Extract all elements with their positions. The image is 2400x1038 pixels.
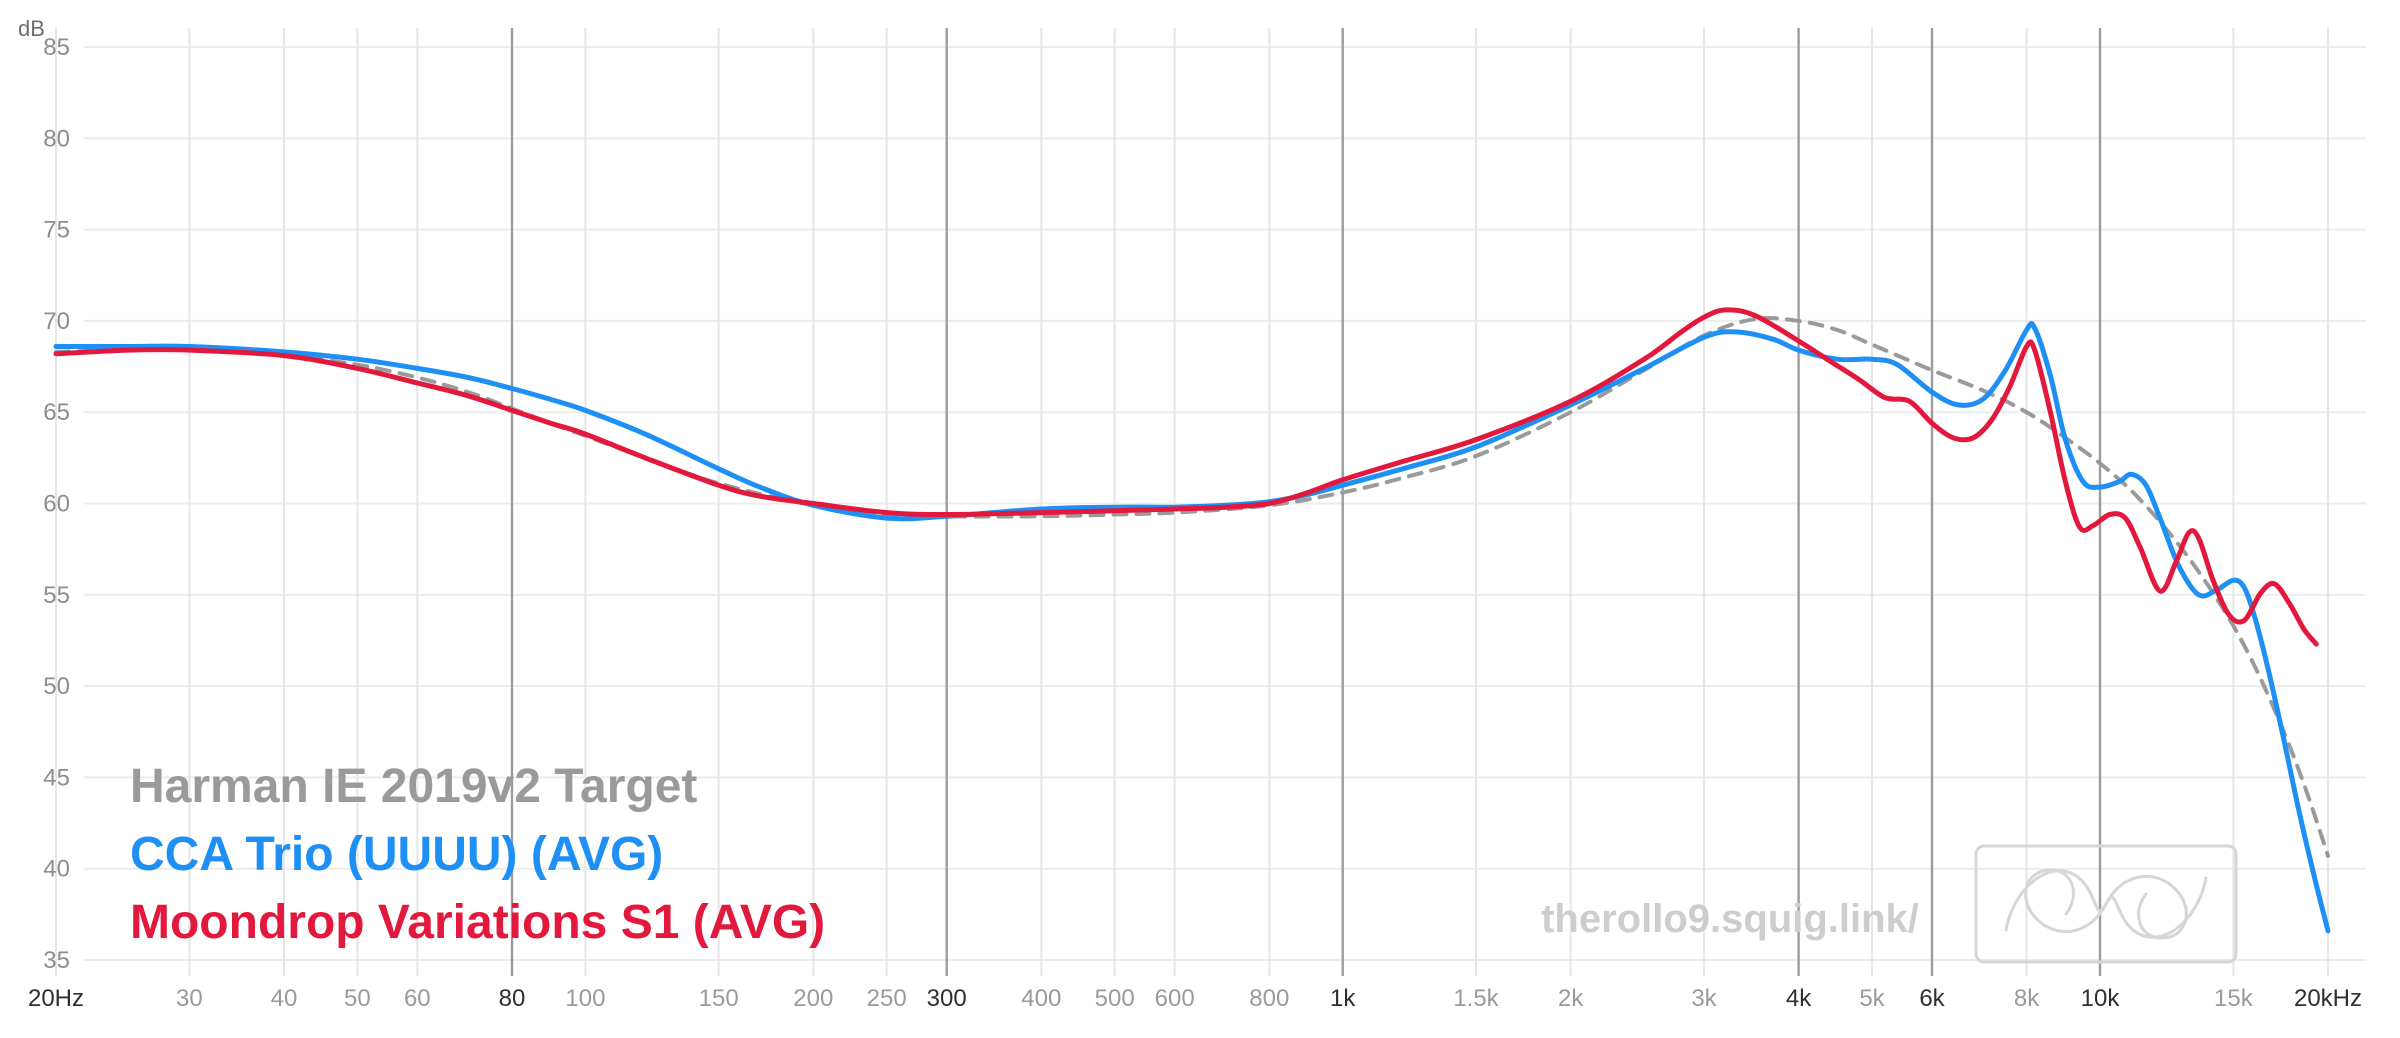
squiglink-logo <box>1974 844 2238 964</box>
legend-label-moondrop-variations-s1-avg[interactable]: Moondrop Variations S1 (AVG) <box>130 896 825 949</box>
x-tick-label: 300 <box>927 985 967 1012</box>
x-tick-label: 20Hz <box>28 985 84 1012</box>
x-tick-label: 800 <box>1249 985 1289 1012</box>
site-watermark: therollo9.squig.link/ <box>1541 897 1919 941</box>
y-tick-label: 85 <box>43 34 70 61</box>
y-tick-label: 60 <box>43 491 70 518</box>
y-axis-unit-label: dB <box>18 16 45 41</box>
curve-cca-trio-uuuu-avg <box>53 321 2331 934</box>
y-tick-label: 35 <box>43 947 70 974</box>
curve-layer <box>53 307 2331 934</box>
graph-legend: Harman IE 2019v2 Target CCA Trio (UUUU) (… <box>130 760 825 949</box>
y-tick-label: 75 <box>43 217 70 244</box>
x-tick-label: 6k <box>1919 985 1945 1012</box>
curve-moondrop-variations-s1-avg <box>53 307 2319 647</box>
y-tick-label: 45 <box>43 764 70 791</box>
y-tick-label: 70 <box>43 308 70 335</box>
y-tick-label: 50 <box>43 673 70 700</box>
x-tick-label: 80 <box>499 985 526 1012</box>
x-tick-label: 2k <box>1558 985 1584 1012</box>
x-axis-labels: 20Hz 30 40 50 60 80 100 150 200 250 300 400 500 600 80… <box>28 985 2362 1012</box>
x-tick-label: 60 <box>404 985 431 1012</box>
grid-layer <box>55 28 2366 976</box>
x-tick-label: 20kHz <box>2294 985 2362 1012</box>
x-tick-label: 500 <box>1095 985 1135 1012</box>
x-tick-label: 10k <box>2081 985 2121 1012</box>
x-tick-label: 1k <box>1330 985 1356 1012</box>
x-tick-label: 15k <box>2214 985 2254 1012</box>
x-tick-label: 50 <box>344 985 371 1012</box>
logo-knot-stroke-1 <box>2004 869 2188 940</box>
x-tick-label: 150 <box>699 985 739 1012</box>
y-tick-label: 40 <box>43 856 70 883</box>
legend-label-cca-trio-uuuu-avg[interactable]: CCA Trio (UUUU) (AVG) <box>130 828 663 881</box>
x-tick-label: 1.5k <box>1453 985 1499 1012</box>
x-tick-label: 250 <box>867 985 907 1012</box>
x-tick-label: 5k <box>1859 985 1885 1012</box>
y-tick-label: 80 <box>43 125 70 152</box>
x-tick-label: 30 <box>176 985 203 1012</box>
x-tick-label: 100 <box>565 985 605 1012</box>
y-axis-labels: 85 80 75 70 65 60 55 50 45 40 35 <box>43 34 70 974</box>
x-tick-label: 400 <box>1021 985 1061 1012</box>
logo-frame <box>1974 844 2238 964</box>
y-tick-label: 55 <box>43 582 70 609</box>
x-tick-label: 40 <box>271 985 298 1012</box>
y-tick-label: 65 <box>43 399 70 426</box>
logo-knot-stroke-2 <box>2024 868 2208 939</box>
legend-label-harman-ie-2019v2-target[interactable]: Harman IE 2019v2 Target <box>130 760 697 813</box>
x-tick-label: 8k <box>2014 985 2040 1012</box>
x-tick-label: 600 <box>1155 985 1195 1012</box>
x-tick-label: 3k <box>1691 985 1717 1012</box>
x-tick-label: 200 <box>793 985 833 1012</box>
x-tick-label: 4k <box>1786 985 1812 1012</box>
